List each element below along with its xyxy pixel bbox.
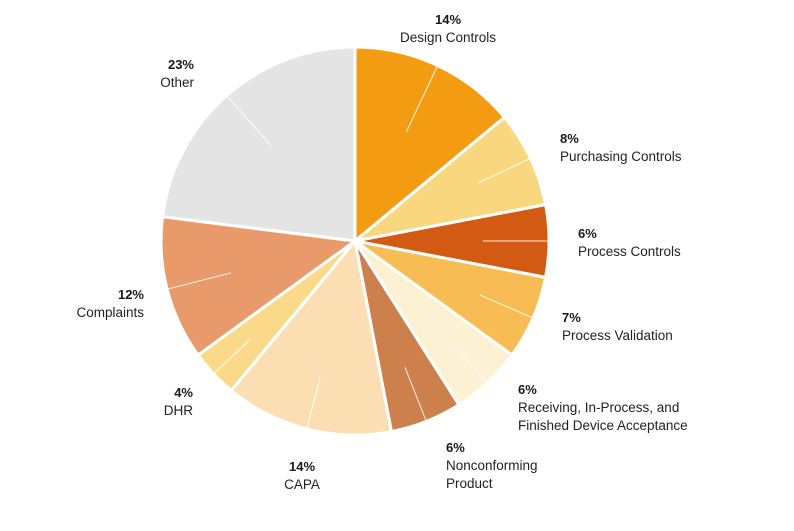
slice-percent-6: 14% bbox=[289, 459, 315, 474]
leader-line-5 bbox=[404, 367, 429, 426]
leader-line-8 bbox=[163, 272, 232, 291]
slice-label-3: Process Validation bbox=[562, 328, 673, 343]
leader-line-4 bbox=[452, 345, 491, 386]
leader-line-3 bbox=[479, 294, 537, 321]
leader-line-9 bbox=[223, 92, 271, 146]
slice-label-0: Design Controls bbox=[400, 30, 496, 45]
slice-percent-3: 7% bbox=[562, 310, 581, 325]
leader-line-6 bbox=[305, 376, 321, 433]
slice-label-2: Process Controls bbox=[578, 244, 681, 259]
slice-percent-7: 4% bbox=[174, 385, 193, 400]
slice-label-1: Purchasing Controls bbox=[560, 149, 682, 164]
slice-label-5-line-1: Product bbox=[446, 476, 493, 491]
slice-percent-9: 23% bbox=[168, 57, 194, 72]
slice-label-8: Complaints bbox=[76, 305, 144, 320]
leader-lines bbox=[163, 61, 553, 433]
slice-label-5-line-0: Nonconforming bbox=[446, 458, 538, 473]
slice-percent-8: 12% bbox=[118, 287, 144, 302]
slice-percent-1: 8% bbox=[560, 131, 579, 146]
leader-line-7 bbox=[210, 338, 251, 377]
slice-percent-0: 14% bbox=[435, 12, 461, 27]
slice-percent-4: 6% bbox=[518, 382, 537, 397]
slice-label-9: Other bbox=[160, 75, 194, 90]
slice-percent-2: 6% bbox=[578, 226, 597, 241]
slice-label-4-line-0: Receiving, In-Process, and bbox=[518, 400, 679, 415]
slice-label-6: CAPA bbox=[284, 477, 320, 492]
slice-percent-5: 6% bbox=[446, 440, 465, 455]
slice-label-7: DHR bbox=[164, 403, 193, 418]
leader-line-0 bbox=[405, 61, 440, 133]
slice-labels: 14% Design Controls 8% Purchasing Controls 6… bbox=[76, 12, 687, 492]
slice-label-4-line-1: Finished Device Acceptance bbox=[518, 418, 688, 433]
leader-line-1 bbox=[477, 156, 535, 184]
